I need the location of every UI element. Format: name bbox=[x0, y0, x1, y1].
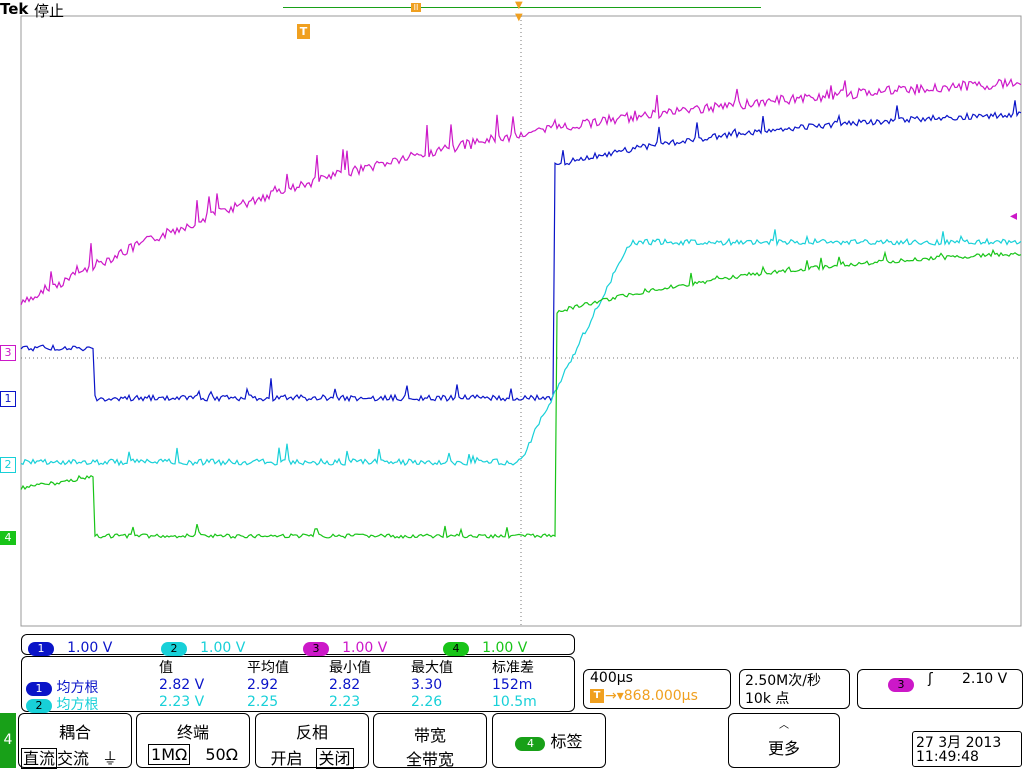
ch2-scale[interactable]: 2 1.00 V bbox=[161, 637, 245, 656]
invert-label: 反相 bbox=[295, 723, 328, 742]
ch3-ground-marker[interactable]: 3 bbox=[0, 345, 16, 361]
label-button[interactable]: 4 标签 bbox=[492, 713, 606, 768]
meas-row-ch2[interactable]: 2 均方根 bbox=[26, 694, 98, 714]
meas-ch2-std: 10.5m bbox=[492, 694, 537, 710]
acquisition-status: 停止 bbox=[34, 2, 65, 20]
meas-header-value: 值 bbox=[159, 660, 173, 676]
trigger-slope-icon: ʃ bbox=[928, 671, 933, 687]
invert-off[interactable]: 关闭 bbox=[315, 748, 354, 769]
trigger-point-top-icon: ▼ bbox=[515, 0, 523, 11]
meas-ch1-min: 2.82 bbox=[329, 677, 361, 693]
sample-rate: 2.50M次/秒 bbox=[745, 673, 821, 689]
trigger-source: 3 bbox=[888, 673, 914, 692]
meas-ch2-min: 2.23 bbox=[329, 694, 361, 710]
trigger-position-marker[interactable]: T bbox=[297, 24, 310, 39]
ch2-ground-marker[interactable]: 2 bbox=[0, 457, 16, 473]
ch2-trace bbox=[20, 229, 1022, 467]
meas-header-std: 标准差 bbox=[492, 660, 534, 676]
datetime-panel bbox=[912, 731, 1022, 767]
chevron-up-icon: ︿ bbox=[779, 720, 789, 731]
view-window-icon: II bbox=[411, 3, 421, 12]
ch3-scale[interactable]: 3 1.00 V bbox=[303, 637, 387, 656]
horizontal-scale: 400µs bbox=[590, 670, 633, 686]
meas-ch2-mean: 2.25 bbox=[247, 694, 279, 710]
meas-ch2-max: 2.26 bbox=[411, 694, 443, 710]
expansion-point-icon: ▼ bbox=[515, 12, 523, 23]
channel-scale-bar bbox=[21, 634, 575, 655]
date-display: 27 3月 2013 bbox=[916, 735, 1002, 751]
trigger-level: 2.10 V bbox=[962, 671, 1008, 687]
meas-header-min: 最小值 bbox=[329, 660, 371, 676]
timebase-panel[interactable] bbox=[583, 669, 731, 709]
invert-button[interactable]: 反相 开启 关闭 bbox=[255, 713, 369, 769]
more-button[interactable]: ︿ 更多 bbox=[728, 713, 840, 768]
termination-50[interactable]: 50Ω bbox=[205, 745, 238, 764]
coupling-ac[interactable]: 交流 bbox=[57, 749, 90, 768]
meas-ch1-std: 152m bbox=[492, 677, 533, 693]
channel-menu-tab[interactable]: 4 bbox=[0, 713, 16, 768]
termination-button[interactable]: 终端 1MΩ 50Ω bbox=[136, 713, 250, 768]
ch4-trace bbox=[20, 248, 1022, 540]
graticule bbox=[20, 15, 1022, 627]
record-length: 10k 点 bbox=[745, 691, 790, 707]
ch4-scale[interactable]: 4 1.00 V bbox=[443, 637, 527, 656]
record-view-bar bbox=[283, 7, 761, 8]
waveform-traces bbox=[20, 77, 1022, 540]
bandwidth-value: 全带宽 bbox=[405, 750, 454, 769]
meas-ch1-mean: 2.92 bbox=[247, 677, 279, 693]
measurement-panel bbox=[21, 656, 575, 712]
meas-header-max: 最大值 bbox=[411, 660, 453, 676]
coupling-button[interactable]: 耦合 直流 交流 ⏚ bbox=[18, 713, 132, 769]
acquisition-panel[interactable] bbox=[739, 669, 850, 709]
ch4-ground-marker[interactable]: 4 bbox=[0, 531, 16, 545]
label-button-text: 标签 bbox=[550, 732, 583, 751]
ch1-ground-marker[interactable]: 1 bbox=[0, 391, 16, 407]
trigger-panel[interactable] bbox=[857, 669, 1023, 709]
coupling-dc[interactable]: 直流 bbox=[21, 748, 58, 769]
coupling-label: 耦合 bbox=[58, 723, 91, 742]
meas-ch1-value: 2.82 V bbox=[159, 677, 205, 693]
bandwidth-label: 带宽 bbox=[413, 726, 446, 745]
termination-label: 终端 bbox=[176, 723, 209, 742]
trigger-delay-icon: T bbox=[590, 689, 604, 703]
bandwidth-button[interactable]: 带宽 全带宽 bbox=[373, 713, 487, 769]
time-display: 11:49:48 bbox=[916, 749, 979, 765]
meas-ch2-value: 2.23 V bbox=[159, 694, 205, 710]
brand-label: Tek bbox=[0, 0, 29, 18]
ch1-scale[interactable]: 1 1.00 V bbox=[28, 637, 112, 656]
meas-row-ch1[interactable]: 1 均方根 bbox=[26, 677, 98, 697]
trigger-level-icon[interactable]: ◂ bbox=[1010, 208, 1018, 224]
ch3-trace bbox=[20, 77, 1022, 306]
meas-ch1-max: 3.30 bbox=[411, 677, 443, 693]
invert-on[interactable]: 开启 bbox=[270, 749, 303, 768]
ch1-trace bbox=[20, 100, 1022, 403]
ground-coupling-icon[interactable]: ⏚ bbox=[102, 749, 119, 768]
more-label: 更多 bbox=[767, 739, 800, 758]
meas-header-mean: 平均值 bbox=[247, 660, 289, 676]
termination-1m[interactable]: 1MΩ bbox=[148, 744, 191, 765]
trigger-delay: →▾868.000µs bbox=[605, 688, 698, 704]
